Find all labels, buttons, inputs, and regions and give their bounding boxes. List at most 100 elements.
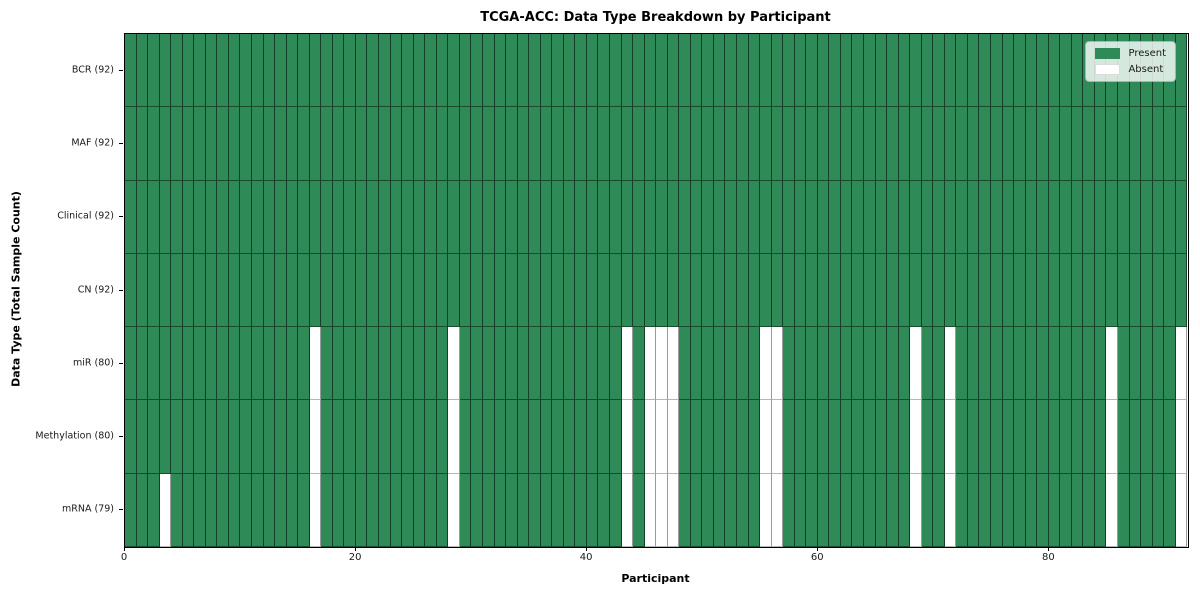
- heatmap-cell: [1141, 400, 1153, 474]
- heatmap-cell: [887, 253, 899, 328]
- heatmap-cell: [448, 400, 460, 474]
- heatmap-cell: [1025, 473, 1038, 547]
- heatmap-cell: [621, 400, 634, 474]
- heatmap-cell: [1175, 400, 1188, 474]
- x-tick-label: 0: [120, 552, 128, 563]
- heatmap-cell: [390, 253, 403, 328]
- heatmap-cell: [252, 473, 264, 547]
- heatmap-cell: [194, 327, 206, 401]
- heatmap-cell: [1106, 253, 1119, 328]
- heatmap-cell: [713, 180, 726, 254]
- heatmap-cell: [494, 180, 507, 254]
- heatmap-cell: [1083, 327, 1095, 401]
- heatmap-cell: [240, 34, 253, 108]
- heatmap-cell: [817, 327, 830, 401]
- heatmap-cell: [702, 107, 714, 181]
- heatmap-cell: [806, 253, 818, 328]
- heatmap-cell: [690, 253, 703, 328]
- heatmap-cell: [332, 327, 345, 401]
- heatmap-cell: [609, 107, 622, 181]
- heatmap-cell: [690, 107, 703, 181]
- heatmap-cell: [1025, 107, 1038, 181]
- heatmap-cell: [529, 34, 541, 108]
- heatmap-cell: [194, 180, 206, 254]
- heatmap-cell: [702, 253, 714, 328]
- heatmap-cell: [829, 473, 841, 547]
- heatmap-cell: [1118, 473, 1130, 547]
- heatmap-cell: [529, 107, 541, 181]
- heatmap-cell: [667, 327, 680, 401]
- heatmap-cell: [228, 253, 241, 328]
- heatmap-cell: [159, 34, 172, 108]
- heatmap-cell: [309, 107, 322, 181]
- heatmap-cell: [1164, 327, 1176, 401]
- heatmap-cell: [910, 180, 922, 254]
- heatmap-cell: [621, 34, 634, 108]
- heatmap-cell: [771, 107, 784, 181]
- heatmap-cell: [344, 400, 356, 474]
- heatmap-cell: [656, 34, 668, 108]
- heatmap-cell: [390, 473, 403, 547]
- heatmap-cell: [194, 400, 206, 474]
- heatmap-cell: [263, 253, 276, 328]
- heatmap-cell: [1152, 327, 1165, 401]
- heatmap-cell: [1094, 473, 1107, 547]
- heatmap-cell: [402, 327, 414, 401]
- heatmap-cell: [436, 253, 449, 328]
- heatmap-cell: [1060, 34, 1072, 108]
- heatmap-cell: [956, 34, 968, 108]
- heatmap-cell: [864, 327, 876, 401]
- heatmap-cell: [529, 473, 541, 547]
- heatmap-cell: [667, 34, 680, 108]
- heatmap-cell: [321, 180, 333, 254]
- heatmap-cell: [840, 473, 853, 547]
- heatmap-cell: [240, 253, 253, 328]
- heatmap-row: [125, 180, 1188, 254]
- x-tick-label: 60: [810, 552, 824, 563]
- heatmap-cell: [205, 400, 218, 474]
- heatmap-cell: [390, 107, 403, 181]
- heatmap-cell: [702, 473, 714, 547]
- heatmap-cell: [967, 327, 980, 401]
- heatmap-cell: [471, 400, 483, 474]
- y-tick-mark: [119, 69, 123, 71]
- heatmap-cell: [425, 327, 437, 401]
- heatmap-cell: [148, 473, 160, 547]
- heatmap-cell: [298, 400, 310, 474]
- heatmap-cell: [332, 400, 345, 474]
- heatmap-cell: [413, 400, 426, 474]
- heatmap-cell: [679, 107, 691, 181]
- heatmap-cell: [829, 34, 841, 108]
- heatmap-cell: [736, 34, 749, 108]
- heatmap-cell: [217, 473, 229, 547]
- heatmap-cell: [690, 400, 703, 474]
- heatmap-cell: [956, 473, 968, 547]
- heatmap-cell: [967, 400, 980, 474]
- heatmap-cell: [586, 107, 599, 181]
- heatmap-cell: [275, 253, 287, 328]
- heatmap-cell: [448, 253, 460, 328]
- heatmap-cell: [563, 34, 576, 108]
- heatmap-cell: [1060, 400, 1072, 474]
- heatmap-cell: [956, 327, 968, 401]
- heatmap-cell: [494, 327, 507, 401]
- y-tick-label: Clinical (92): [57, 210, 114, 222]
- heatmap-cell: [1152, 107, 1165, 181]
- heatmap-cell: [413, 180, 426, 254]
- heatmap-cell: [702, 400, 714, 474]
- heatmap-cell: [713, 327, 726, 401]
- heatmap-cell: [275, 400, 287, 474]
- heatmap-cell: [1129, 180, 1142, 254]
- heatmap-cell: [402, 473, 414, 547]
- heatmap-cell: [194, 107, 206, 181]
- heatmap-cell: [1094, 400, 1107, 474]
- heatmap-cell: [760, 400, 772, 474]
- heatmap-cell: [459, 34, 472, 108]
- heatmap-cell: [621, 473, 634, 547]
- heatmap-cell: [667, 180, 680, 254]
- heatmap-cell: [852, 327, 864, 401]
- heatmap-cell: [529, 180, 541, 254]
- heatmap-cell: [125, 107, 137, 181]
- heatmap-cell: [136, 180, 149, 254]
- heatmap-cell: [852, 253, 864, 328]
